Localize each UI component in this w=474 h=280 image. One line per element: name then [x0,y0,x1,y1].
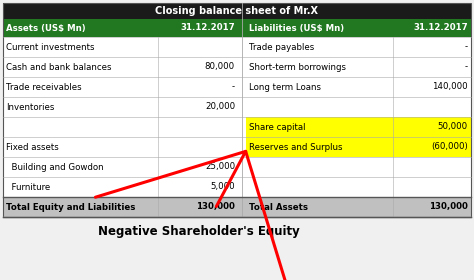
Text: 25,000: 25,000 [205,162,235,171]
Bar [246,117,471,137]
Text: 31.12.2017: 31.12.2017 [180,24,235,32]
Bar [3,137,471,157]
Text: 140,000: 140,000 [432,83,468,92]
Bar [3,97,471,117]
Text: Inventories: Inventories [6,102,55,111]
Text: 50,000: 50,000 [438,123,468,132]
Text: Furniture: Furniture [6,183,50,192]
Text: 130,000: 130,000 [429,202,468,211]
Text: 5,000: 5,000 [210,183,235,192]
Bar [246,137,471,157]
Bar [3,57,471,77]
Text: Assets (US$ Mn): Assets (US$ Mn) [6,24,86,32]
Text: Total Equity and Liabilities: Total Equity and Liabilities [6,202,136,211]
Text: Fixed assets: Fixed assets [6,143,59,151]
Text: Trade payables: Trade payables [249,43,314,52]
Text: Liabilities (US$ Mn): Liabilities (US$ Mn) [249,24,344,32]
Bar [3,197,471,217]
Text: Long term Loans: Long term Loans [249,83,321,92]
Text: Negative Shareholder's Equity: Negative Shareholder's Equity [98,225,300,238]
Text: Reserves and Surplus: Reserves and Surplus [249,143,343,151]
Text: Closing balance sheet of Mr.X: Closing balance sheet of Mr.X [155,6,319,16]
Text: -: - [465,43,468,52]
Text: (60,000): (60,000) [431,143,468,151]
Bar [3,77,471,97]
Text: Cash and bank balances: Cash and bank balances [6,62,111,71]
Bar [3,177,471,197]
Text: 130,000: 130,000 [196,202,235,211]
Text: 20,000: 20,000 [205,102,235,111]
Bar [3,157,471,177]
Text: Current investments: Current investments [6,43,94,52]
Bar [3,117,471,137]
Bar [3,3,471,19]
Text: Trade receivables: Trade receivables [6,83,82,92]
Text: Total Assets: Total Assets [249,202,308,211]
Bar [3,3,471,217]
Bar [246,137,471,157]
Text: -: - [465,62,468,71]
Text: Building and Gowdon: Building and Gowdon [6,162,104,171]
Bar [246,117,471,137]
Text: Share capital: Share capital [249,123,306,132]
Text: Short-term borrowings: Short-term borrowings [249,62,346,71]
Text: -: - [232,83,235,92]
Text: 31.12.2017: 31.12.2017 [413,24,468,32]
Bar [3,19,471,37]
Bar [3,37,471,57]
Text: 80,000: 80,000 [205,62,235,71]
